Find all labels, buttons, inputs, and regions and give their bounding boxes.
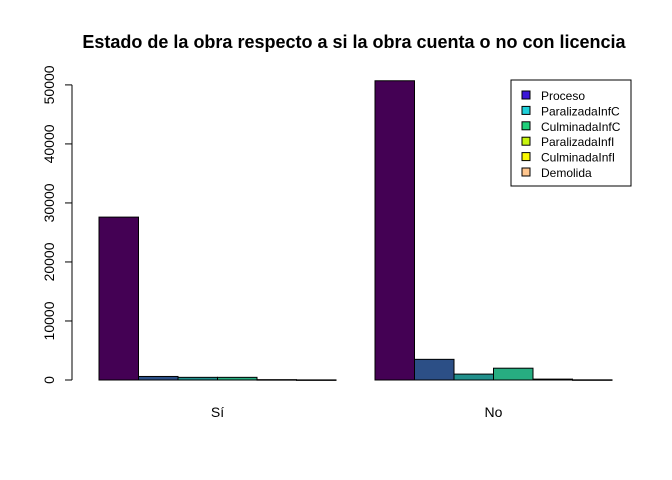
bar-demolida-no bbox=[572, 379, 613, 381]
legend-label: ParalizadaInfI bbox=[541, 135, 614, 149]
y-tick-label: 0 bbox=[41, 376, 57, 384]
bars bbox=[98, 80, 613, 381]
bar-demolida-si bbox=[296, 379, 337, 381]
legend-swatch bbox=[521, 105, 531, 115]
category-label: Sí bbox=[211, 404, 224, 420]
y-axis: 0 10000 20000 30000 40000 50000 bbox=[41, 65, 73, 384]
bar-paralizadainfc-no bbox=[414, 358, 455, 381]
y-tick-label: 10000 bbox=[41, 301, 57, 340]
legend-swatch bbox=[521, 152, 531, 162]
legend-label: Demolida bbox=[541, 166, 592, 180]
bar-paralizadainfi-no bbox=[493, 367, 534, 381]
bar-culminadainfc-no bbox=[453, 373, 494, 381]
y-tick-label: 30000 bbox=[41, 183, 57, 222]
bar-proceso-si bbox=[98, 216, 139, 381]
legend-label: CulminadaInfC bbox=[541, 120, 621, 134]
legend-swatch bbox=[521, 167, 531, 177]
legend-label: CulminadaInfI bbox=[541, 151, 615, 165]
legend-label: Proceso bbox=[541, 89, 585, 103]
legend-label: ParalizadaInfC bbox=[541, 104, 620, 118]
category-label: No bbox=[485, 404, 503, 420]
y-tick-label: 40000 bbox=[41, 124, 57, 163]
x-axis-labels: Sí No bbox=[211, 404, 503, 420]
legend-swatch bbox=[521, 121, 531, 131]
y-tick-label: 20000 bbox=[41, 242, 57, 281]
bar-paralizadainfi-si bbox=[217, 376, 258, 381]
bar-culminadainfi-no bbox=[532, 378, 573, 381]
chart-title: Estado de la obra respecto a si la obra … bbox=[82, 32, 626, 52]
legend-swatch bbox=[521, 136, 531, 146]
legend-swatch bbox=[521, 90, 531, 100]
y-tick-label: 50000 bbox=[41, 65, 57, 104]
bar-culminadainfc-si bbox=[177, 376, 218, 381]
bar-paralizadainfc-si bbox=[138, 375, 179, 381]
legend-box bbox=[510, 79, 632, 187]
bar-proceso-no bbox=[374, 80, 415, 381]
bar-culminadainfi-si bbox=[256, 379, 297, 381]
